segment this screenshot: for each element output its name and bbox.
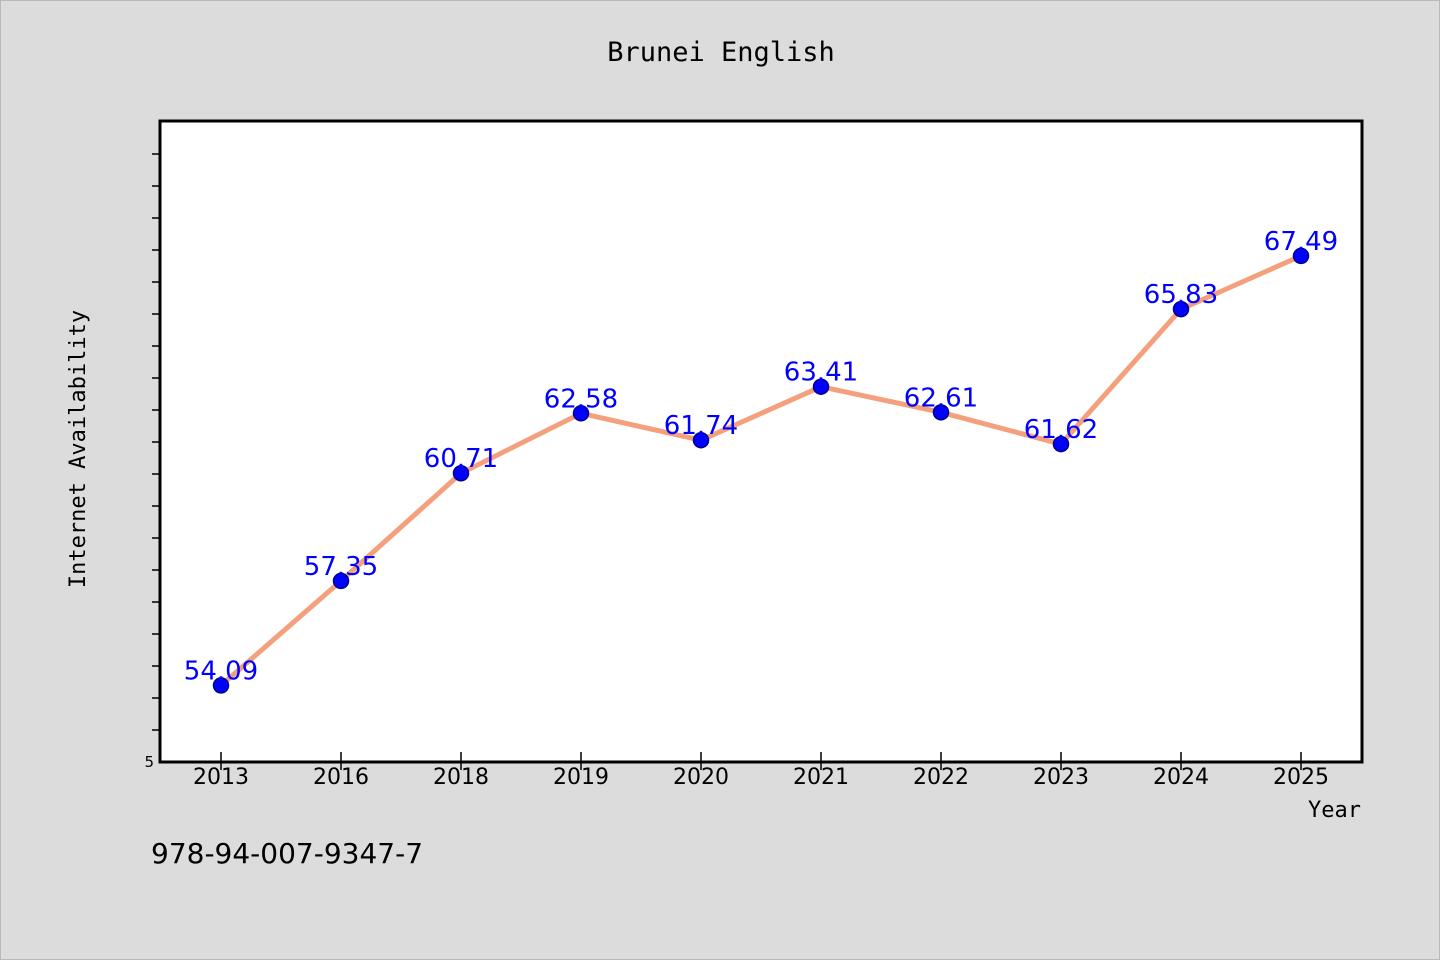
x-tick-label: 2023 — [1033, 765, 1089, 790]
data-value-label: 67.49 — [1264, 227, 1338, 257]
x-tick-label: 2022 — [913, 765, 969, 790]
data-point-marker — [692, 431, 710, 449]
x-tick-label: 2013 — [193, 765, 249, 790]
data-point-marker — [452, 464, 470, 482]
series-markers — [212, 247, 1310, 694]
y-tick-label: 5 — [144, 753, 154, 771]
data-value-label: 61.74 — [664, 411, 738, 441]
x-tick-label: 2019 — [553, 765, 609, 790]
x-axis-label: Year — [1308, 798, 1361, 823]
plot-area — [158, 119, 1364, 764]
data-point-marker — [932, 404, 950, 421]
data-point-marker — [1052, 435, 1070, 453]
data-point-marker — [1172, 300, 1190, 318]
data-value-label: 61.62 — [1024, 415, 1098, 445]
data-value-label: 57.35 — [304, 552, 378, 582]
series-line — [218, 253, 1304, 688]
chart-title: Brunei English — [607, 37, 835, 68]
x-tick-label: 2018 — [433, 765, 489, 790]
y-axis-label: Internet Availability — [66, 310, 91, 588]
data-value-label: 63.41 — [784, 358, 858, 388]
x-tick-label: 2025 — [1273, 765, 1329, 790]
data-point-marker — [332, 572, 350, 590]
data-point-marker — [1292, 247, 1310, 265]
data-value-label: 62.61 — [904, 383, 978, 413]
x-tick-label: 2020 — [673, 765, 729, 790]
data-point-marker — [572, 405, 590, 422]
data-value-label: 54.09 — [184, 656, 258, 686]
x-tick-label: 2016 — [313, 765, 369, 790]
x-tick-label: 2024 — [1153, 765, 1209, 790]
data-labels: 54.09 57.35 60.71 62.58 61.74 63.41 62.61 61.62… — [184, 227, 1338, 686]
data-point-marker — [212, 677, 230, 694]
x-tick-label: 2021 — [793, 765, 849, 790]
isbn-footer: 978-94-007-9347-7 — [151, 837, 423, 870]
y-axis-ticks — [152, 153, 160, 731]
data-value-label: 65.83 — [1144, 280, 1218, 310]
data-point-marker — [812, 378, 830, 395]
data-value-label: 60.71 — [424, 444, 498, 474]
data-value-label: 62.58 — [544, 384, 618, 414]
x-axis-ticks: 2013 2016 2018 2019 2020 2021 2022 2023 2024 2025 — [193, 752, 1329, 790]
